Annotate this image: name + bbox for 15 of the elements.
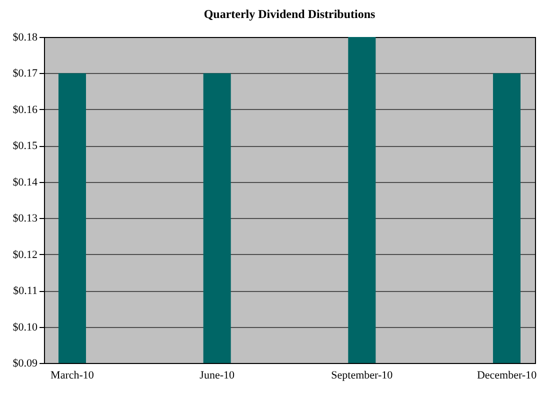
x-tick-label: December-10 bbox=[476, 370, 538, 382]
y-tick-label: $0.09 bbox=[12, 358, 38, 370]
y-tick-label: $0.11 bbox=[13, 285, 38, 298]
y-tick-label: $0.18 bbox=[12, 32, 38, 44]
y-tick-label: $0.12 bbox=[12, 248, 38, 261]
x-tick-label: September-10 bbox=[331, 370, 394, 382]
y-tick-label: $0.17 bbox=[12, 68, 38, 80]
y-tick-label: $0.10 bbox=[12, 321, 38, 334]
y-tick-label: $0.14 bbox=[12, 176, 38, 188]
y-tick-label: $0.13 bbox=[12, 212, 38, 225]
y-tick-label: $0.15 bbox=[12, 140, 38, 152]
chart-title: Quarterly Dividend Distributions bbox=[204, 7, 376, 21]
x-tick-label: June-10 bbox=[200, 370, 235, 382]
y-tick-label: $0.16 bbox=[12, 104, 38, 116]
x-tick-label: March-10 bbox=[50, 370, 94, 382]
